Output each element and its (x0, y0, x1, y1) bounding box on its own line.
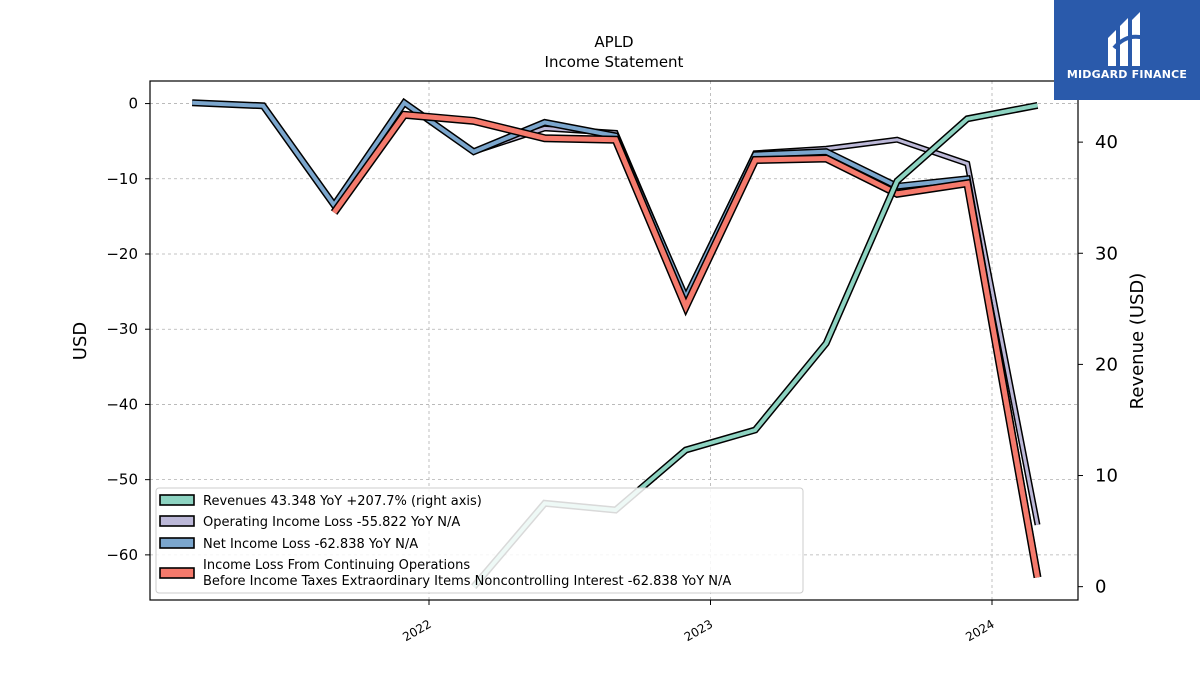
y-axis-right-label: Revenue (USD) (1127, 273, 1148, 410)
legend-box (155, 487, 804, 594)
y-left-tick-label: −10 (106, 170, 138, 188)
legend-swatch (159, 515, 195, 527)
legend-label: Before Income Taxes Extraordinary Items … (203, 574, 731, 589)
y-right-tick-label: 40 (1095, 132, 1118, 153)
legend-swatch (159, 537, 195, 549)
legend-swatch (159, 567, 195, 579)
x-tick-label: 2022 (400, 617, 433, 644)
midgard-finance-logo: MIDGARD FINANCE (1054, 0, 1200, 100)
y-left-tick-label: −50 (106, 471, 138, 489)
plot-frame (149, 80, 1079, 601)
x-tick-label: 2024 (963, 617, 996, 644)
legend-label: Net Income Loss -62.838 YoY N/A (203, 537, 418, 552)
chart-title: APLD (594, 33, 633, 51)
series-line-income-loss (332, 112, 1040, 578)
y-left-tick-label: 0 (128, 95, 138, 113)
y-right-tick-label: 20 (1095, 354, 1118, 375)
y-right-tick-label: 30 (1095, 243, 1118, 264)
legend-label: Operating Income Loss -55.822 YoY N/A (203, 515, 460, 530)
y-left-tick-label: −20 (106, 245, 138, 263)
legend-label: Income Loss From Continuing Operations (203, 558, 470, 573)
legend-label: Revenues 43.348 YoY +207.7% (right axis) (203, 494, 482, 509)
chart-subtitle: Income Statement (545, 53, 684, 71)
legend: Revenues 43.348 YoY +207.7% (right axis)… (155, 487, 804, 594)
y-right-tick-label: 10 (1095, 466, 1118, 487)
y-right-tick-label: 0 (1095, 577, 1106, 598)
y-axis-left-label: USD (70, 322, 91, 360)
y-left-tick-label: −40 (106, 395, 138, 413)
x-tick-label: 2023 (682, 617, 715, 644)
legend-swatch (159, 494, 195, 506)
logo-text: MIDGARD FINANCE (1066, 68, 1188, 81)
y-left-tick-label: −60 (106, 546, 138, 564)
y-left-tick-label: −30 (106, 320, 138, 338)
logo-mark-icon (1108, 12, 1145, 66)
